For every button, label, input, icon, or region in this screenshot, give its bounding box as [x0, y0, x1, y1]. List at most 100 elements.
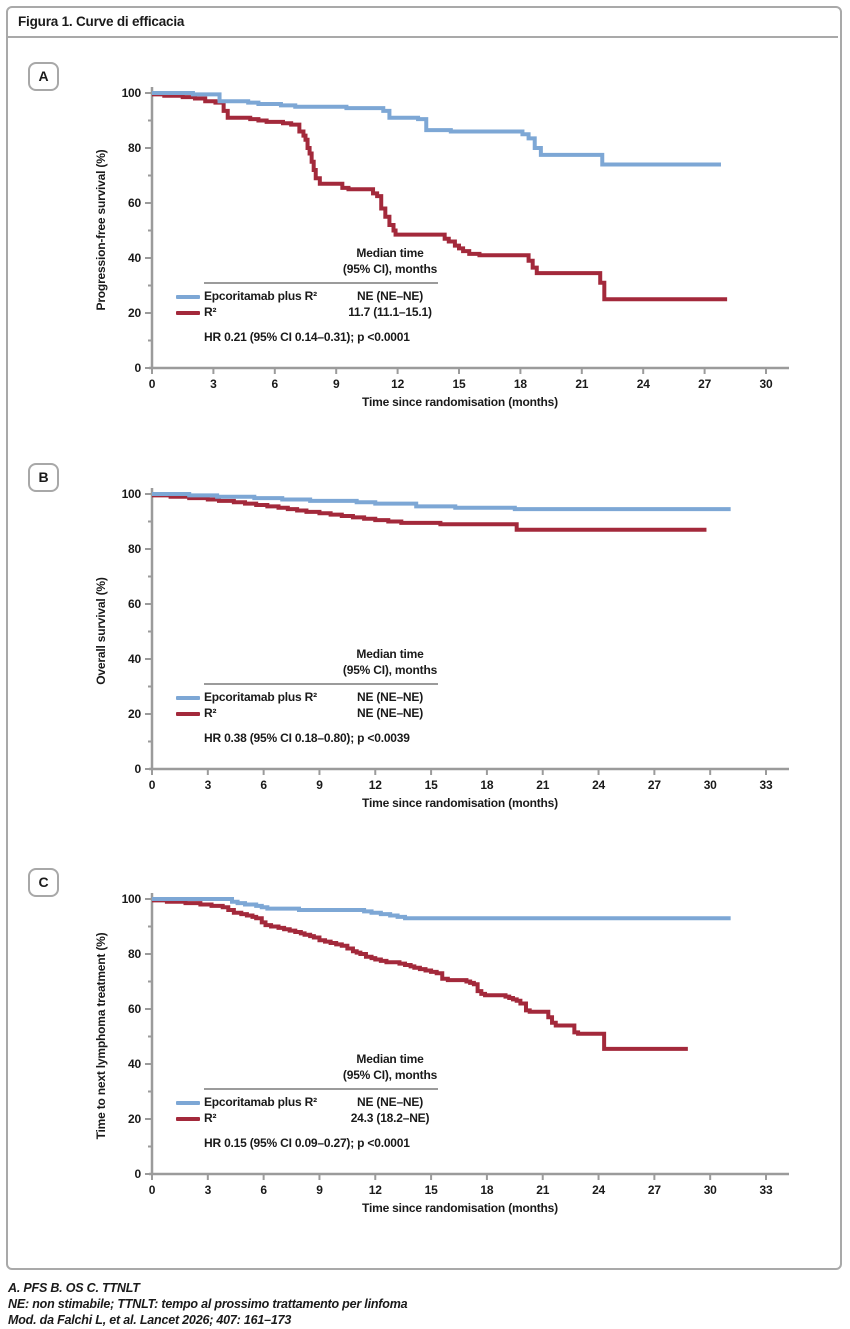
- hazard-ratio-text: HR 0.21 (95% CI 0.14–0.31); p <0.0001: [204, 330, 410, 344]
- legend-header-line1: Median time: [356, 647, 424, 661]
- figure-title: Figura 1. Curve di efficacia: [18, 14, 185, 29]
- r2-line-swatch: [176, 1117, 200, 1121]
- panel-c-legend: Median time (95% CI), months Epcoritamab…: [0, 1052, 850, 1202]
- svg-text:60: 60: [128, 196, 141, 210]
- panel-b-plot: 0 3 6 9 12 15 18 21 24 27 30 33 0 20 40 60 80 100: [122, 487, 789, 792]
- legend-median-value: NE (NE–NE): [356, 690, 423, 704]
- panel-c-plot: 0 3 6 9 12 15 18 21 24 27 30 33 0 20 40 60 80 100: [122, 892, 789, 1197]
- svg-text:60: 60: [128, 597, 141, 611]
- svg-text:24: 24: [592, 1183, 605, 1197]
- svg-text:27: 27: [648, 778, 661, 792]
- svg-text:6: 6: [272, 377, 279, 391]
- svg-text:15: 15: [425, 1183, 438, 1197]
- r2-line-swatch: [176, 712, 200, 716]
- svg-text:3: 3: [210, 377, 217, 391]
- legend-row-r2: R² NE (NE–NE): [0, 706, 850, 722]
- legend-divider: [204, 282, 438, 284]
- svg-text:21: 21: [536, 1183, 549, 1197]
- panel-b-legend: Median time (95% CI), months Epcoritamab…: [0, 647, 850, 797]
- svg-text:12: 12: [369, 778, 382, 792]
- panel-a-legend: Median time (95% CI), months Epcoritamab…: [0, 246, 850, 396]
- figure-footnotes: A. PFS B. OS C. TTNLT NE: non stimabile;…: [8, 1280, 838, 1328]
- svg-text:6: 6: [260, 1183, 267, 1197]
- legend-label: R²: [204, 1111, 217, 1125]
- svg-text:30: 30: [760, 377, 773, 391]
- panel-a-badge: A: [28, 62, 59, 91]
- epcoritamab-line-swatch: [176, 1101, 200, 1105]
- svg-text:0: 0: [149, 778, 156, 792]
- legend-median-value: NE (NE–NE): [356, 1095, 423, 1109]
- epcoritamab-line-swatch: [176, 295, 200, 299]
- panel-a: 0 3 6 9 12 15 18 21 24 27 30 0 20 40 60 80 100 A Progres…: [0, 45, 850, 450]
- footnote-citation: Mod. da Falchi L, et al. Lancet 2026; 40…: [8, 1313, 292, 1327]
- legend-header-line2: (95% CI), months: [342, 262, 438, 276]
- legend-row-epcoritamab: Epcoritamab plus R² NE (NE–NE): [0, 1095, 850, 1111]
- svg-text:80: 80: [128, 542, 141, 556]
- panel-b: 0 3 6 9 12 15 18 21 24 27 30 33 0 20 40 60 80 100 B Overa…: [0, 446, 850, 851]
- footnote-abbreviations: NE: non stimabile; TTNLT: tempo al pross…: [8, 1297, 408, 1311]
- legend-header-line2: (95% CI), months: [342, 663, 438, 677]
- svg-text:20: 20: [128, 707, 141, 721]
- svg-text:100: 100: [122, 487, 142, 501]
- panel-b-x-axis-title: Time since randomisation (months): [362, 796, 558, 810]
- svg-text:24: 24: [637, 377, 650, 391]
- legend-label: R²: [204, 305, 217, 319]
- svg-text:60: 60: [128, 1002, 141, 1016]
- legend-header-line2: (95% CI), months: [342, 1068, 438, 1082]
- legend-label: Epcoritamab plus R²: [204, 690, 317, 704]
- legend-label: Epcoritamab plus R²: [204, 1095, 317, 1109]
- svg-text:20: 20: [128, 306, 141, 320]
- svg-text:3: 3: [205, 1183, 212, 1197]
- svg-text:27: 27: [698, 377, 711, 391]
- figure-border: [6, 6, 842, 1270]
- svg-text:18: 18: [480, 1183, 493, 1197]
- svg-text:9: 9: [316, 778, 323, 792]
- legend-label: Epcoritamab plus R²: [204, 289, 317, 303]
- svg-text:0: 0: [135, 762, 142, 776]
- svg-text:24: 24: [592, 778, 605, 792]
- legend-row-epcoritamab: Epcoritamab plus R² NE (NE–NE): [0, 690, 850, 706]
- svg-text:20: 20: [128, 1112, 141, 1126]
- svg-text:15: 15: [453, 377, 466, 391]
- legend-header-line1: Median time: [356, 246, 424, 260]
- svg-text:21: 21: [575, 377, 588, 391]
- svg-text:12: 12: [391, 377, 404, 391]
- svg-text:33: 33: [760, 778, 773, 792]
- panel-c-x-axis-title: Time since randomisation (months): [362, 1201, 558, 1215]
- legend-median-value: NE (NE–NE): [356, 706, 423, 720]
- hazard-ratio-text: HR 0.15 (95% CI 0.09–0.27); p <0.0001: [204, 1136, 410, 1150]
- legend-row-r2: R² 24.3 (18.2–NE): [0, 1111, 850, 1127]
- panel-c: 0 3 6 9 12 15 18 21 24 27 30 33 0 20 40 60 80 100 C Time …: [0, 851, 850, 1256]
- panel-a-plot: 0 3 6 9 12 15 18 21 24 27 30 0 20 40 60 80 100: [122, 86, 789, 391]
- svg-text:18: 18: [514, 377, 527, 391]
- svg-text:27: 27: [648, 1183, 661, 1197]
- panel-c-badge: C: [28, 868, 59, 897]
- svg-text:80: 80: [128, 947, 141, 961]
- svg-text:0: 0: [149, 377, 156, 391]
- panel-a-x-axis-title: Time since randomisation (months): [362, 395, 558, 409]
- legend-label: R²: [204, 706, 217, 720]
- svg-text:0: 0: [135, 1167, 142, 1181]
- svg-text:80: 80: [128, 141, 141, 155]
- svg-text:30: 30: [704, 778, 717, 792]
- svg-text:3: 3: [205, 778, 212, 792]
- legend-median-value: 24.3 (18.2–NE): [350, 1111, 430, 1125]
- svg-text:30: 30: [704, 1183, 717, 1197]
- hazard-ratio-text: HR 0.38 (95% CI 0.18–0.80); p <0.0039: [204, 731, 410, 745]
- svg-text:21: 21: [536, 778, 549, 792]
- svg-text:15: 15: [425, 778, 438, 792]
- svg-text:9: 9: [333, 377, 340, 391]
- svg-text:100: 100: [122, 892, 142, 906]
- svg-text:100: 100: [122, 86, 142, 100]
- svg-text:9: 9: [316, 1183, 323, 1197]
- footnote-panel-key: A. PFS B. OS C. TTNLT: [8, 1281, 140, 1295]
- svg-text:12: 12: [369, 1183, 382, 1197]
- legend-header-line1: Median time: [356, 1052, 424, 1066]
- legend-divider: [204, 1088, 438, 1090]
- legend-divider: [204, 683, 438, 685]
- figure-title-bar: Figura 1. Curve di efficacia: [6, 6, 838, 38]
- svg-text:18: 18: [480, 778, 493, 792]
- svg-text:0: 0: [135, 361, 142, 375]
- legend-row-r2: R² 11.7 (11.1–15.1): [0, 305, 850, 321]
